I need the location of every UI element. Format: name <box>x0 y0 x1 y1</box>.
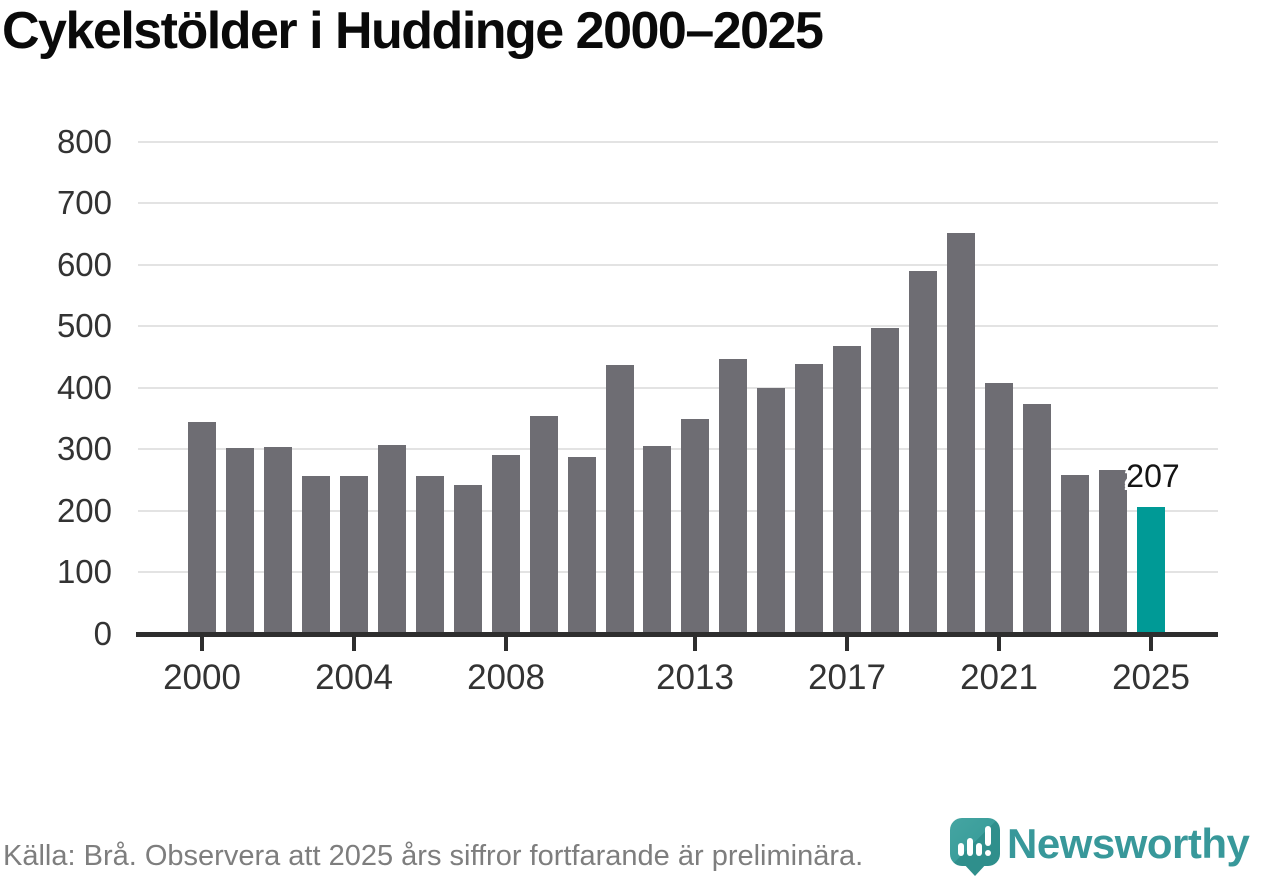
y-tick-label-200: 200 <box>56 492 112 529</box>
logo-bar-small-icon <box>958 843 964 856</box>
bar-2014 <box>719 359 747 634</box>
bar-2016 <box>795 364 823 634</box>
logo-bubble-tail-icon <box>962 862 988 876</box>
y-tick-label-0: 0 <box>93 615 112 652</box>
bar-2011 <box>606 365 634 634</box>
bar-2004 <box>340 476 368 634</box>
y-tick-label-600: 600 <box>56 246 112 283</box>
bar-2021 <box>985 383 1013 634</box>
logo-exclamation-dot-icon <box>985 850 991 856</box>
x-tick-label-2025: 2025 <box>1112 658 1190 697</box>
bar-2008 <box>492 455 520 634</box>
bar-2015 <box>757 388 785 634</box>
gridline-y-600 <box>138 264 1218 266</box>
bar-2022 <box>1023 404 1051 634</box>
bar-2006 <box>416 476 444 634</box>
bar-2001 <box>226 448 254 634</box>
bar-2009 <box>530 416 558 634</box>
gridline-y-300 <box>138 448 1218 450</box>
x-tick-label-2000: 2000 <box>163 658 241 697</box>
y-tick-label-100: 100 <box>56 553 112 590</box>
logo-exclamation-bar-icon <box>985 826 991 846</box>
x-tick-2008 <box>504 637 508 651</box>
bar-2023 <box>1061 475 1089 634</box>
newsworthy-bubble-barchart-icon <box>950 818 1000 876</box>
x-tick-2017 <box>845 637 849 651</box>
bar-2025 <box>1137 507 1165 634</box>
bar-2007 <box>454 485 482 634</box>
brand-name: Newsworthy <box>1007 820 1250 867</box>
x-tick-2013 <box>693 637 697 651</box>
x-tick-label-2017: 2017 <box>808 658 886 697</box>
bar-2000 <box>188 422 216 634</box>
bar-2010 <box>568 457 596 634</box>
gridline-y-200 <box>138 510 1218 512</box>
x-tick-label-2004: 2004 <box>315 658 393 697</box>
x-tick-2004 <box>352 637 356 651</box>
bar-2005 <box>378 445 406 634</box>
gridline-y-500 <box>138 325 1218 327</box>
bar-2019 <box>909 271 937 634</box>
x-tick-2000 <box>200 637 204 651</box>
x-tick-label-2021: 2021 <box>960 658 1038 697</box>
logo-bar-medium-icon <box>967 838 973 856</box>
bar-2020 <box>947 233 975 634</box>
y-tick-label-500: 500 <box>56 307 112 344</box>
bar-2003 <box>302 476 330 634</box>
x-axis-line <box>136 632 1218 637</box>
bar-2024 <box>1099 470 1127 634</box>
chart-title: Cykelstölder i Huddinge 2000–2025 <box>2 2 824 60</box>
gridline-y-100 <box>138 571 1218 573</box>
bar-2012 <box>643 446 671 634</box>
gridline-y-700 <box>138 202 1218 204</box>
logo-bar-small2-icon <box>976 843 982 856</box>
bar-2018 <box>871 328 899 634</box>
y-tick-label-300: 300 <box>56 430 112 467</box>
y-tick-label-400: 400 <box>56 369 112 406</box>
source-note: Källa: Brå. Observera att 2025 års siffr… <box>3 840 864 872</box>
highlight-value-label: 207 <box>1126 458 1180 494</box>
y-tick-label-800: 800 <box>56 123 112 160</box>
y-tick-label-700: 700 <box>56 184 112 221</box>
x-tick-label-2008: 2008 <box>467 658 545 697</box>
bar-2013 <box>681 419 709 634</box>
gridline-y-400 <box>138 387 1218 389</box>
bar-2002 <box>264 447 292 634</box>
x-tick-label-2013: 2013 <box>656 658 734 697</box>
gridline-y-800 <box>138 141 1218 143</box>
x-tick-2025 <box>1149 637 1153 651</box>
bar-2017 <box>833 346 861 634</box>
x-tick-2021 <box>997 637 1001 651</box>
